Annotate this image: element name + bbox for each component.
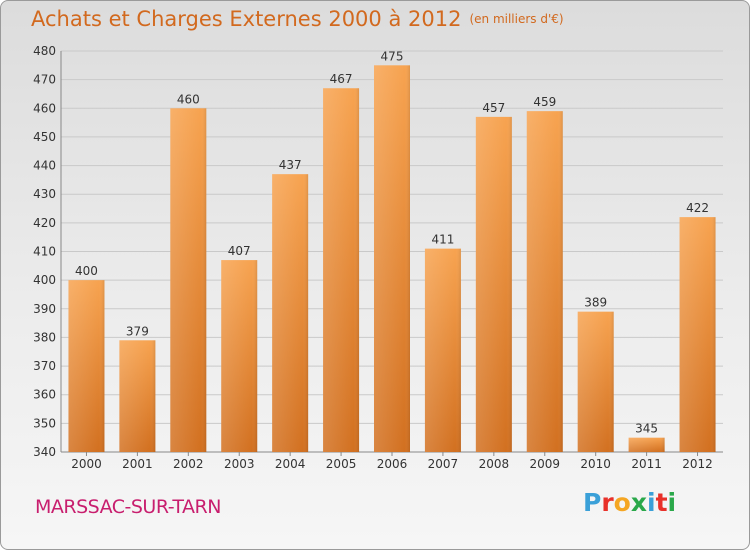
x-tick-label: 2006	[377, 457, 408, 471]
bar-value-label: 437	[279, 158, 302, 172]
bar-group	[526, 111, 563, 453]
bar-group	[119, 340, 156, 452]
bar-shade	[272, 174, 309, 452]
x-tick-label: 2000	[71, 457, 102, 471]
y-tick-label: 460	[33, 101, 56, 115]
bar-group	[475, 116, 512, 452]
logo-letter: t	[655, 488, 668, 517]
bar-value-label: 389	[584, 296, 607, 310]
y-tick-label: 450	[33, 130, 56, 144]
bar-shade	[679, 217, 716, 452]
x-tick-label: 2004	[275, 457, 306, 471]
bar-shade	[424, 248, 461, 452]
bar-group	[68, 280, 105, 452]
bar-value-label: 460	[177, 92, 200, 106]
bar-value-label: 411	[431, 233, 454, 247]
y-tick-label: 420	[33, 216, 56, 230]
logo-letter: P	[583, 488, 602, 517]
y-tick-label: 340	[33, 445, 56, 459]
bar-value-label: 459	[533, 95, 556, 109]
bar-value-label: 475	[381, 49, 404, 63]
x-tick-label: 2009	[529, 457, 560, 471]
bar-shade	[68, 280, 105, 452]
bar-group	[323, 88, 360, 452]
bar-group	[679, 217, 716, 452]
bar-value-label: 457	[482, 101, 505, 115]
x-tick-label: 2005	[326, 457, 357, 471]
bar-group	[628, 437, 665, 452]
y-tick-label: 380	[33, 330, 56, 344]
x-tick-label: 2002	[173, 457, 204, 471]
x-tick-label: 2008	[479, 457, 510, 471]
bar-value-label: 379	[126, 324, 149, 338]
y-tick-label: 400	[33, 273, 56, 287]
logo-letter: o	[613, 488, 631, 517]
x-tick-label: 2003	[224, 457, 255, 471]
chart-subtitle: (en milliers d'€)	[469, 12, 564, 26]
bar-value-label: 422	[686, 201, 709, 215]
bar-shade	[323, 88, 360, 452]
bar-group	[374, 65, 410, 453]
logo-letter: x	[630, 488, 647, 517]
bar-shade	[475, 116, 512, 452]
y-tick-label: 360	[33, 388, 56, 402]
bar-shade	[374, 65, 410, 453]
bar-shade	[221, 260, 258, 452]
y-tick-label: 430	[33, 187, 56, 201]
y-tick-label: 390	[33, 302, 56, 316]
logo-letter: r	[601, 488, 614, 517]
x-tick-label: 2001	[122, 457, 153, 471]
x-tick-label: 2007	[428, 457, 459, 471]
bar-value-label: 407	[228, 244, 251, 258]
bar-group	[424, 248, 461, 452]
y-tick-label: 410	[33, 245, 56, 259]
proxiti-logo[interactable]: Proxiti	[583, 488, 676, 517]
bar-value-label: 345	[635, 422, 658, 436]
bar-group	[221, 260, 258, 452]
y-tick-label: 370	[33, 359, 56, 373]
logo-letter: i	[667, 488, 677, 517]
chart-title-text: Achats et Charges Externes 2000 à 2012	[31, 7, 462, 31]
bar-shade	[526, 111, 563, 453]
y-tick-label: 440	[33, 159, 56, 173]
bar-value-label: 467	[330, 72, 353, 86]
bar-group	[272, 174, 309, 452]
bar-shade	[628, 437, 665, 452]
bar-shade	[577, 311, 614, 452]
bar-shade	[170, 108, 207, 453]
x-tick-label: 2011	[631, 457, 662, 471]
y-tick-label: 470	[33, 73, 56, 87]
bar-shade	[119, 340, 156, 452]
chart-title: Achats et Charges Externes 2000 à 2012 (e…	[31, 7, 564, 31]
y-tick-label: 350	[33, 416, 56, 430]
commune-name: MARSSAC-SUR-TARN	[35, 496, 221, 518]
bar-group	[577, 311, 614, 452]
bar-value-label: 400	[75, 264, 98, 278]
logo-letter: i	[647, 488, 656, 517]
x-tick-label: 2012	[682, 457, 713, 471]
bar-group	[170, 108, 207, 453]
x-tick-label: 2010	[580, 457, 611, 471]
y-tick-label: 480	[33, 44, 56, 58]
